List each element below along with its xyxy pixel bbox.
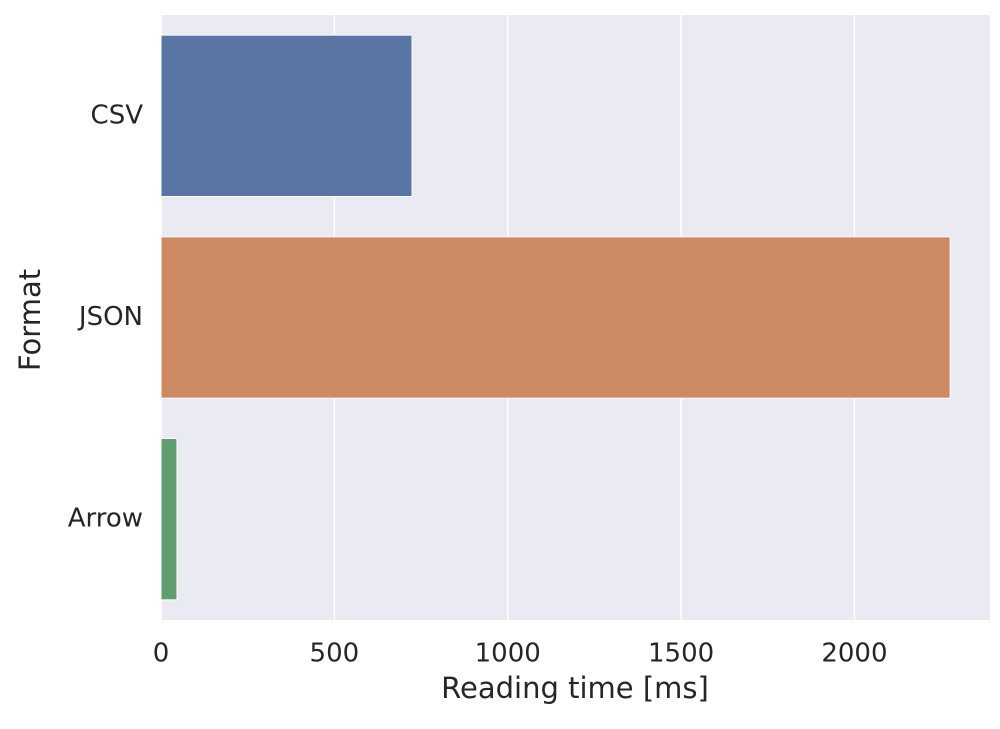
y-tick-label: Arrow xyxy=(68,504,143,534)
bar xyxy=(160,438,178,601)
x-axis-label: Reading time [ms] xyxy=(441,671,709,705)
x-tick-label: 2000 xyxy=(821,639,887,669)
bar xyxy=(160,236,951,399)
x-tick-label: 1500 xyxy=(648,639,714,669)
y-tick-label: JSON xyxy=(77,302,143,332)
x-tick-label: 500 xyxy=(310,639,360,669)
x-tick-label: 1000 xyxy=(475,639,541,669)
y-tick-label: CSV xyxy=(91,100,144,130)
y-axis-label: Format xyxy=(13,269,47,371)
bar xyxy=(160,34,413,197)
x-tick-label: 0 xyxy=(153,639,170,669)
